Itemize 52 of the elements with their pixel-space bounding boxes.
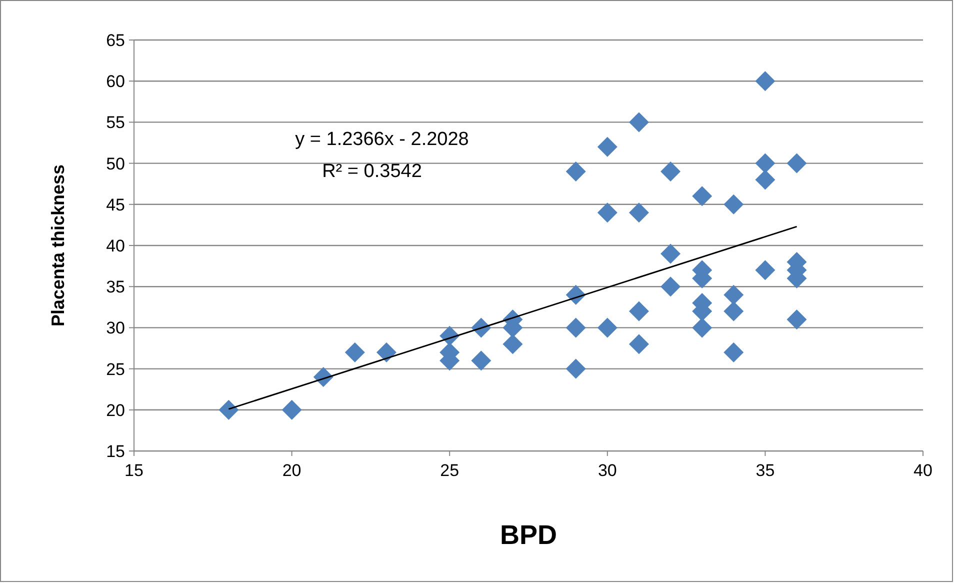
y-tick-label: 35 (106, 278, 125, 297)
point (282, 400, 302, 420)
point (724, 194, 744, 214)
x-tick-label: 25 (440, 461, 460, 480)
point (755, 170, 776, 190)
y-tick-label: 50 (106, 154, 125, 174)
point (597, 318, 618, 338)
point (218, 400, 239, 420)
x-tick-label: 15 (124, 461, 144, 480)
point (755, 153, 776, 174)
point (628, 202, 649, 223)
point (502, 334, 523, 354)
point (724, 284, 744, 305)
y-tick-label: 20 (106, 400, 125, 420)
y-tick-label: 55 (106, 113, 125, 132)
point (628, 301, 649, 322)
annotation: y = 1.2366x - 2.2028 (295, 129, 469, 150)
y-tick-label: 60 (106, 72, 125, 92)
y-tick-label: 45 (106, 195, 125, 214)
point (628, 334, 649, 354)
y-tick-label: 65 (106, 30, 125, 50)
point (786, 153, 807, 174)
y-tick-label: 15 (106, 442, 125, 461)
x-axis-title: BPD (500, 520, 558, 550)
point (597, 136, 618, 157)
x-tick-label: 35 (756, 461, 775, 480)
point (755, 260, 776, 280)
point (660, 162, 681, 182)
point (566, 162, 586, 182)
x-tick-label: 20 (282, 461, 302, 480)
point (660, 244, 681, 264)
y-tick-label: 30 (106, 318, 125, 338)
point (724, 301, 744, 322)
point (660, 276, 681, 297)
point (628, 112, 649, 132)
annotation: R² = 0.3542 (322, 161, 422, 182)
y-axis-title: Placenta thickness (48, 164, 68, 327)
point (344, 342, 365, 362)
x-tick-label: 40 (914, 461, 932, 480)
point (786, 309, 807, 330)
point (566, 358, 586, 379)
x-tick-label: 30 (598, 461, 617, 480)
point (755, 71, 776, 92)
point (597, 202, 618, 223)
point (471, 350, 492, 371)
point (566, 318, 586, 338)
y-tick-label: 25 (106, 360, 125, 379)
y-tick-label: 40 (106, 236, 125, 256)
point (692, 186, 712, 206)
point (376, 342, 396, 362)
point (724, 342, 744, 362)
point (692, 318, 712, 338)
